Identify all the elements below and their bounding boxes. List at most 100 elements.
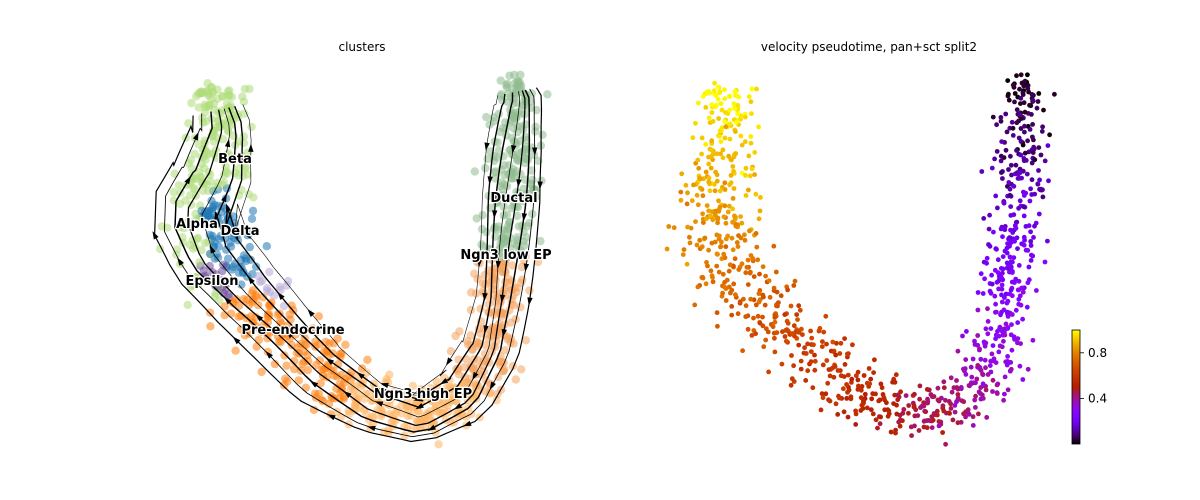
pseudotime-point [1035,181,1041,187]
pseudotime-point [879,385,885,391]
cluster-point [508,261,517,270]
cluster-label: Pre-endocrine [241,323,344,338]
cluster-point [482,112,491,122]
pseudotime-point [713,93,719,98]
pseudotime-point [989,281,995,287]
pseudotime-point [1000,234,1005,240]
pseudotime-point [833,352,839,358]
cluster-point [206,213,216,223]
pseudotime-point [708,165,714,171]
pseudotime-point [731,101,737,107]
pseudotime-point [1001,200,1007,206]
pseudotime-point [716,198,721,204]
pseudotime-point [733,120,739,125]
cluster-point [193,233,203,243]
pseudotime-point [698,185,703,191]
cluster-point [207,196,216,205]
pseudotime-point [974,376,980,382]
pseudotime-point [717,128,723,134]
pseudotime-point [1029,92,1035,97]
pseudotime-point [977,346,982,352]
pseudotime-point [1019,116,1024,121]
pseudotime-point [958,386,964,392]
pseudotime-point [999,286,1005,292]
pseudotime-point [742,232,747,238]
pseudotime-point [982,276,987,282]
pseudotime-point [1030,150,1036,156]
pseudotime-point [1005,326,1010,331]
cluster-point [226,309,236,318]
pseudotime-point [756,216,762,222]
pseudotime-point [729,235,735,241]
pseudotime-point [994,149,1000,154]
pseudotime-point [727,262,733,268]
pseudotime-point [978,368,984,373]
cluster-point [341,340,350,349]
pseudotime-point [988,290,994,296]
pseudotime-point [849,376,855,382]
pseudotime-point [1020,142,1026,148]
pseudotime-point [1015,340,1020,346]
pseudotime-point [772,315,778,320]
cluster-point [234,301,244,310]
pseudotime-point [831,374,837,380]
streamline-arrow [221,193,227,203]
cluster-point [519,237,528,246]
pseudotime-point [749,86,755,92]
pseudotime-point [700,193,706,199]
pseudotime-point [1005,298,1011,304]
pseudotime-point [710,279,716,285]
pseudotime-point [921,418,927,424]
pseudotime-point [713,169,718,175]
cluster-point [511,315,520,324]
pseudotime-point [1025,280,1031,286]
pseudotime-point [873,391,878,397]
pseudotime-point [1045,143,1051,149]
streamline-arrow [487,176,493,185]
streamline-arrow [225,203,232,213]
streamline-arrow [483,325,489,334]
pseudotime-point [917,383,923,389]
pseudotime-point [748,269,753,275]
pseudotime-point [1007,186,1013,192]
pseudotime-point [735,244,741,250]
cluster-point [455,327,464,336]
pseudotime-point [757,320,763,326]
pseudotime-point [709,273,715,279]
pseudotime-point [1014,107,1020,113]
pseudotime-point [998,115,1004,120]
pseudotime-point [685,224,690,230]
pseudotime-point [743,173,748,178]
cluster-point [189,183,198,193]
pseudotime-point [1002,391,1007,397]
pseudotime-point [861,373,867,378]
pseudotime-point [791,323,797,329]
pseudotime-point [1015,320,1021,325]
cluster-point [481,163,490,173]
pseudotime-point [963,357,969,362]
pseudotime-point [788,303,794,309]
pseudotime-point [988,369,994,375]
cluster-point [514,149,523,158]
pseudotime-point [795,317,800,322]
cluster-point [434,440,443,449]
pseudotime-point [868,407,874,413]
pseudotime-point [699,244,705,250]
pseudotime-point [773,269,779,275]
pseudotime-point [678,197,684,203]
cluster-point [186,282,196,292]
streamline-arrow [232,336,241,345]
pseudotime-point [718,244,723,250]
pseudotime-point [747,173,753,179]
pseudotime-point [987,243,993,249]
pseudotime-point [1000,254,1006,259]
pseudotime-point [722,96,728,102]
pseudotime-point [871,370,876,375]
pseudotime-point [970,414,976,420]
pseudotime-point [730,206,735,212]
pseudotime-point [1028,229,1033,235]
pseudotime-point [952,403,958,408]
cluster-point [220,310,229,320]
pseudotime-point [715,215,721,221]
